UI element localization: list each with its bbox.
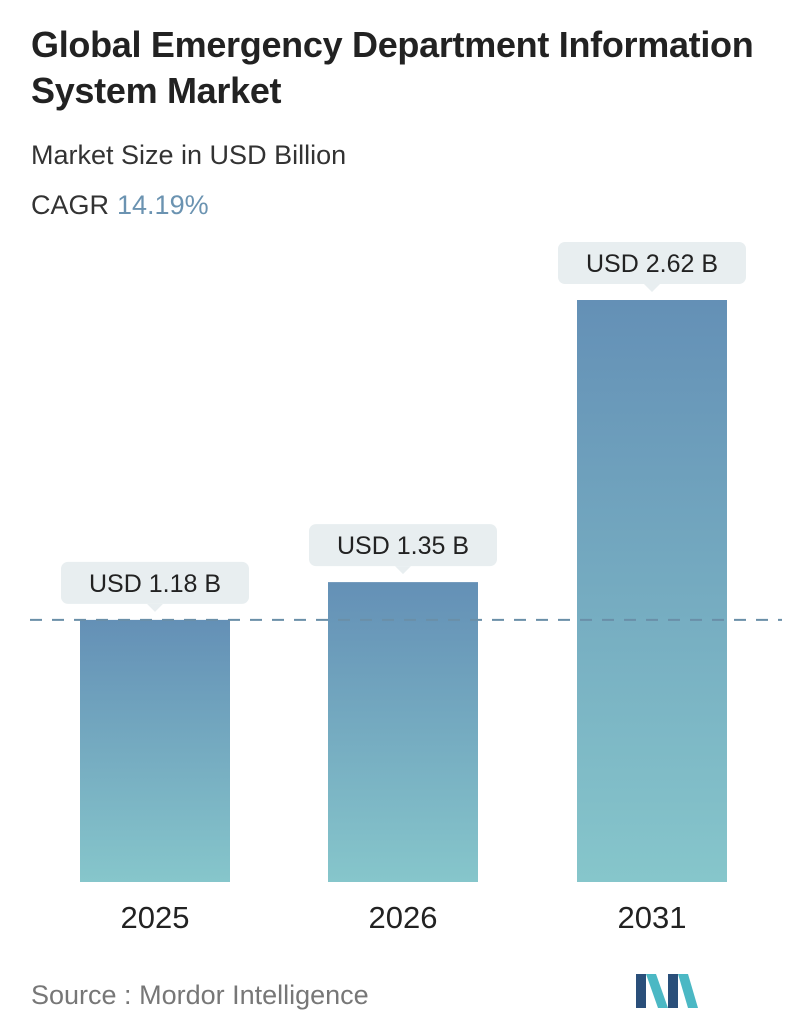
source-name: Mordor Intelligence (139, 980, 369, 1010)
cagr-line: CAGR 14.19% (31, 190, 209, 221)
value-label-pointer-2031 (644, 284, 660, 292)
x-tick-label-2025: 2025 (121, 900, 190, 935)
value-label-pointer-2026 (395, 566, 411, 575)
value-label-box-2025 (61, 561, 249, 604)
value-label-2031: USD 2.62 B (586, 250, 718, 278)
value-label-box-2031 (558, 242, 746, 284)
mordor-intelligence-logo-icon (636, 974, 698, 1008)
value-label-pointer-2025 (147, 603, 163, 612)
source-line: Source : Mordor Intelligence (31, 980, 369, 1011)
value-label-2026: USD 1.35 B (337, 532, 469, 560)
cagr-value: 14.19% (117, 190, 209, 220)
source-label: Source : (31, 980, 132, 1010)
bar-2025 (80, 619, 230, 882)
x-tick-label-2026: 2026 (369, 900, 438, 935)
x-tick-label-2031: 2031 (618, 900, 687, 935)
value-label-2025: USD 1.18 B (89, 570, 221, 598)
bar-2031 (577, 300, 727, 882)
value-label-box-2026 (309, 524, 497, 567)
chart-subtitle: Market Size in USD Billion (31, 140, 347, 170)
cagr-label: CAGR (31, 190, 110, 220)
chart-title: Global Emergency Department Information … (31, 24, 754, 111)
bar-2026 (328, 582, 478, 882)
